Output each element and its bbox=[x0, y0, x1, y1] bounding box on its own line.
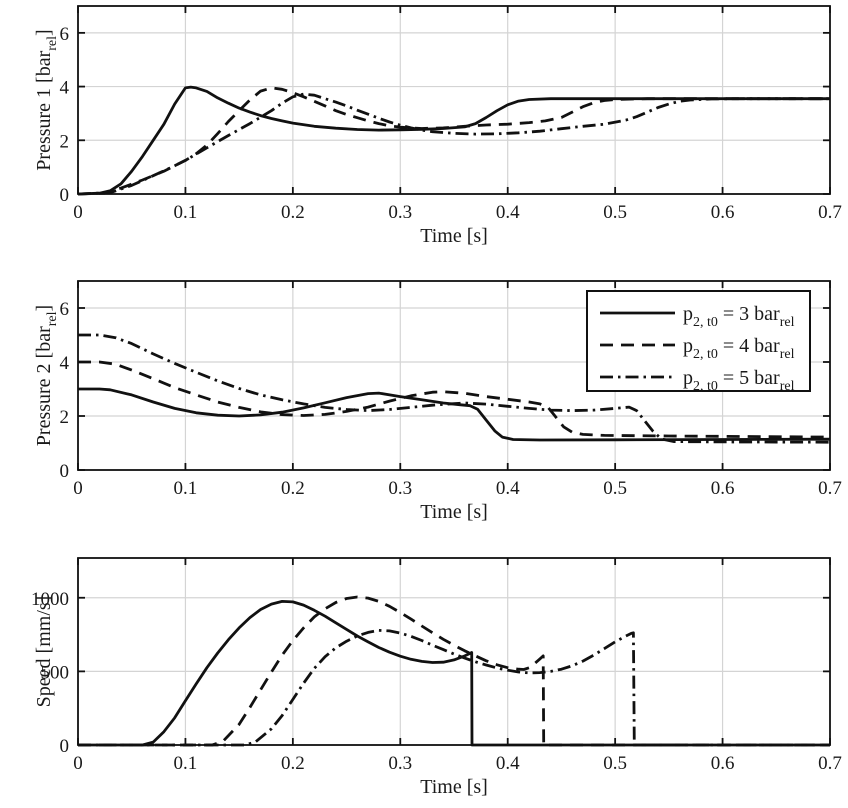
x-tick-label: 0.4 bbox=[496, 753, 520, 774]
x-tick-label: 0.3 bbox=[388, 478, 412, 499]
curve-p2t0-4bar-dashed bbox=[77, 86, 830, 196]
x-tick-label: 0.6 bbox=[711, 202, 735, 223]
legend: p2, t0 = 3 barrel p2, t0 = 4 barrel p2, t0… bbox=[586, 290, 811, 394]
x-tick-label: 0.5 bbox=[603, 478, 627, 499]
x-axis-label: Time [s] bbox=[420, 225, 488, 247]
curve-p2t0-3bar-solid bbox=[78, 600, 830, 747]
x-tick-label: 0.1 bbox=[174, 202, 198, 223]
curve-p2t0-5bar-dashdot bbox=[77, 92, 830, 196]
legend-entry-2: p2, t0 = 4 barrel bbox=[600, 335, 795, 362]
x-tick-label: 0.1 bbox=[174, 753, 198, 774]
y-tick-label: 6 bbox=[60, 24, 70, 45]
x-tick-label: 0 bbox=[73, 753, 83, 774]
x-tick-label: 0.3 bbox=[388, 753, 412, 774]
x-tick-label: 0 bbox=[73, 478, 83, 499]
y-axis-label: Pressure 1 [barrel] bbox=[33, 29, 60, 170]
y-tick-label: 0 bbox=[60, 185, 70, 206]
legend-label: p2, t0 = 3 barrel bbox=[683, 303, 795, 330]
curve-p2t0-3bar-solid bbox=[78, 387, 831, 442]
y-tick-label: 2 bbox=[60, 131, 70, 152]
plot-speed: 0 0.1 0.2 0.3 0.4 0.5 0.6 0.7 0 500 1000 Time [s] Sp… bbox=[31, 557, 842, 798]
curve-p2t0-5bar-dashdot bbox=[78, 629, 830, 747]
legend-label: p2, t0 = 5 barrel bbox=[683, 367, 795, 394]
y-tick-label: 0 bbox=[60, 736, 70, 757]
x-axis-label: Time [s] bbox=[420, 501, 488, 523]
y-tick-label: 6 bbox=[60, 299, 70, 320]
legend-entry-3: p2, t0 = 5 barrel bbox=[600, 367, 795, 394]
x-tick-label: 0.4 bbox=[496, 478, 520, 499]
x-tick-label: 0.1 bbox=[174, 478, 198, 499]
legend-label: p2, t0 = 4 barrel bbox=[683, 335, 795, 362]
y-axis-label: Pressure 2 [barrel] bbox=[33, 305, 60, 446]
legend-box bbox=[586, 290, 811, 392]
x-tick-label: 0.7 bbox=[818, 478, 842, 499]
y-tick-label: 0 bbox=[60, 461, 70, 482]
x-tick-label: 0.2 bbox=[281, 753, 305, 774]
x-tick-label: 0.5 bbox=[603, 753, 627, 774]
x-tick-label: 0.6 bbox=[711, 478, 735, 499]
y-tick-label: 2 bbox=[60, 407, 70, 428]
x-tick-label: 0.2 bbox=[281, 478, 305, 499]
x-tick-label: 0.4 bbox=[496, 202, 520, 223]
plot-pressure1: 0 0.1 0.2 0.3 0.4 0.5 0.6 0.7 0 2 4 6 Time [s] Pressu… bbox=[33, 5, 842, 247]
x-tick-label: 0.5 bbox=[603, 202, 627, 223]
curve-p2t0-5bar-dashdot bbox=[78, 333, 831, 444]
y-axis-label: Speed [mm/s] bbox=[33, 596, 55, 708]
y-tick-label: 4 bbox=[60, 78, 70, 99]
axes-border bbox=[77, 280, 831, 471]
axes-border bbox=[77, 5, 831, 195]
legend-entry-1: p2, t0 = 3 barrel bbox=[600, 303, 795, 330]
x-tick-label: 0 bbox=[73, 202, 83, 223]
x-axis-label: Time [s] bbox=[420, 776, 488, 798]
y-tick-label: 500 bbox=[41, 662, 70, 683]
y-tick-label: 4 bbox=[60, 353, 70, 374]
x-tick-label: 0.7 bbox=[818, 753, 842, 774]
curve-p2t0-3bar-solid bbox=[77, 85, 830, 196]
curve-p2t0-4bar-dashed bbox=[78, 360, 831, 439]
x-tick-label: 0.6 bbox=[711, 753, 735, 774]
y-tick-label: 1000 bbox=[31, 589, 69, 610]
x-tick-label: 0.2 bbox=[281, 202, 305, 223]
plot-pressure2: 0 0.1 0.2 0.3 0.4 0.5 0.6 0.7 0 2 4 6 Time [s] Pressu… bbox=[33, 280, 842, 523]
axes-border bbox=[77, 557, 831, 746]
x-tick-label: 0.3 bbox=[388, 202, 412, 223]
curve-p2t0-4bar-dashed bbox=[78, 595, 830, 747]
x-tick-label: 0.7 bbox=[818, 202, 842, 223]
